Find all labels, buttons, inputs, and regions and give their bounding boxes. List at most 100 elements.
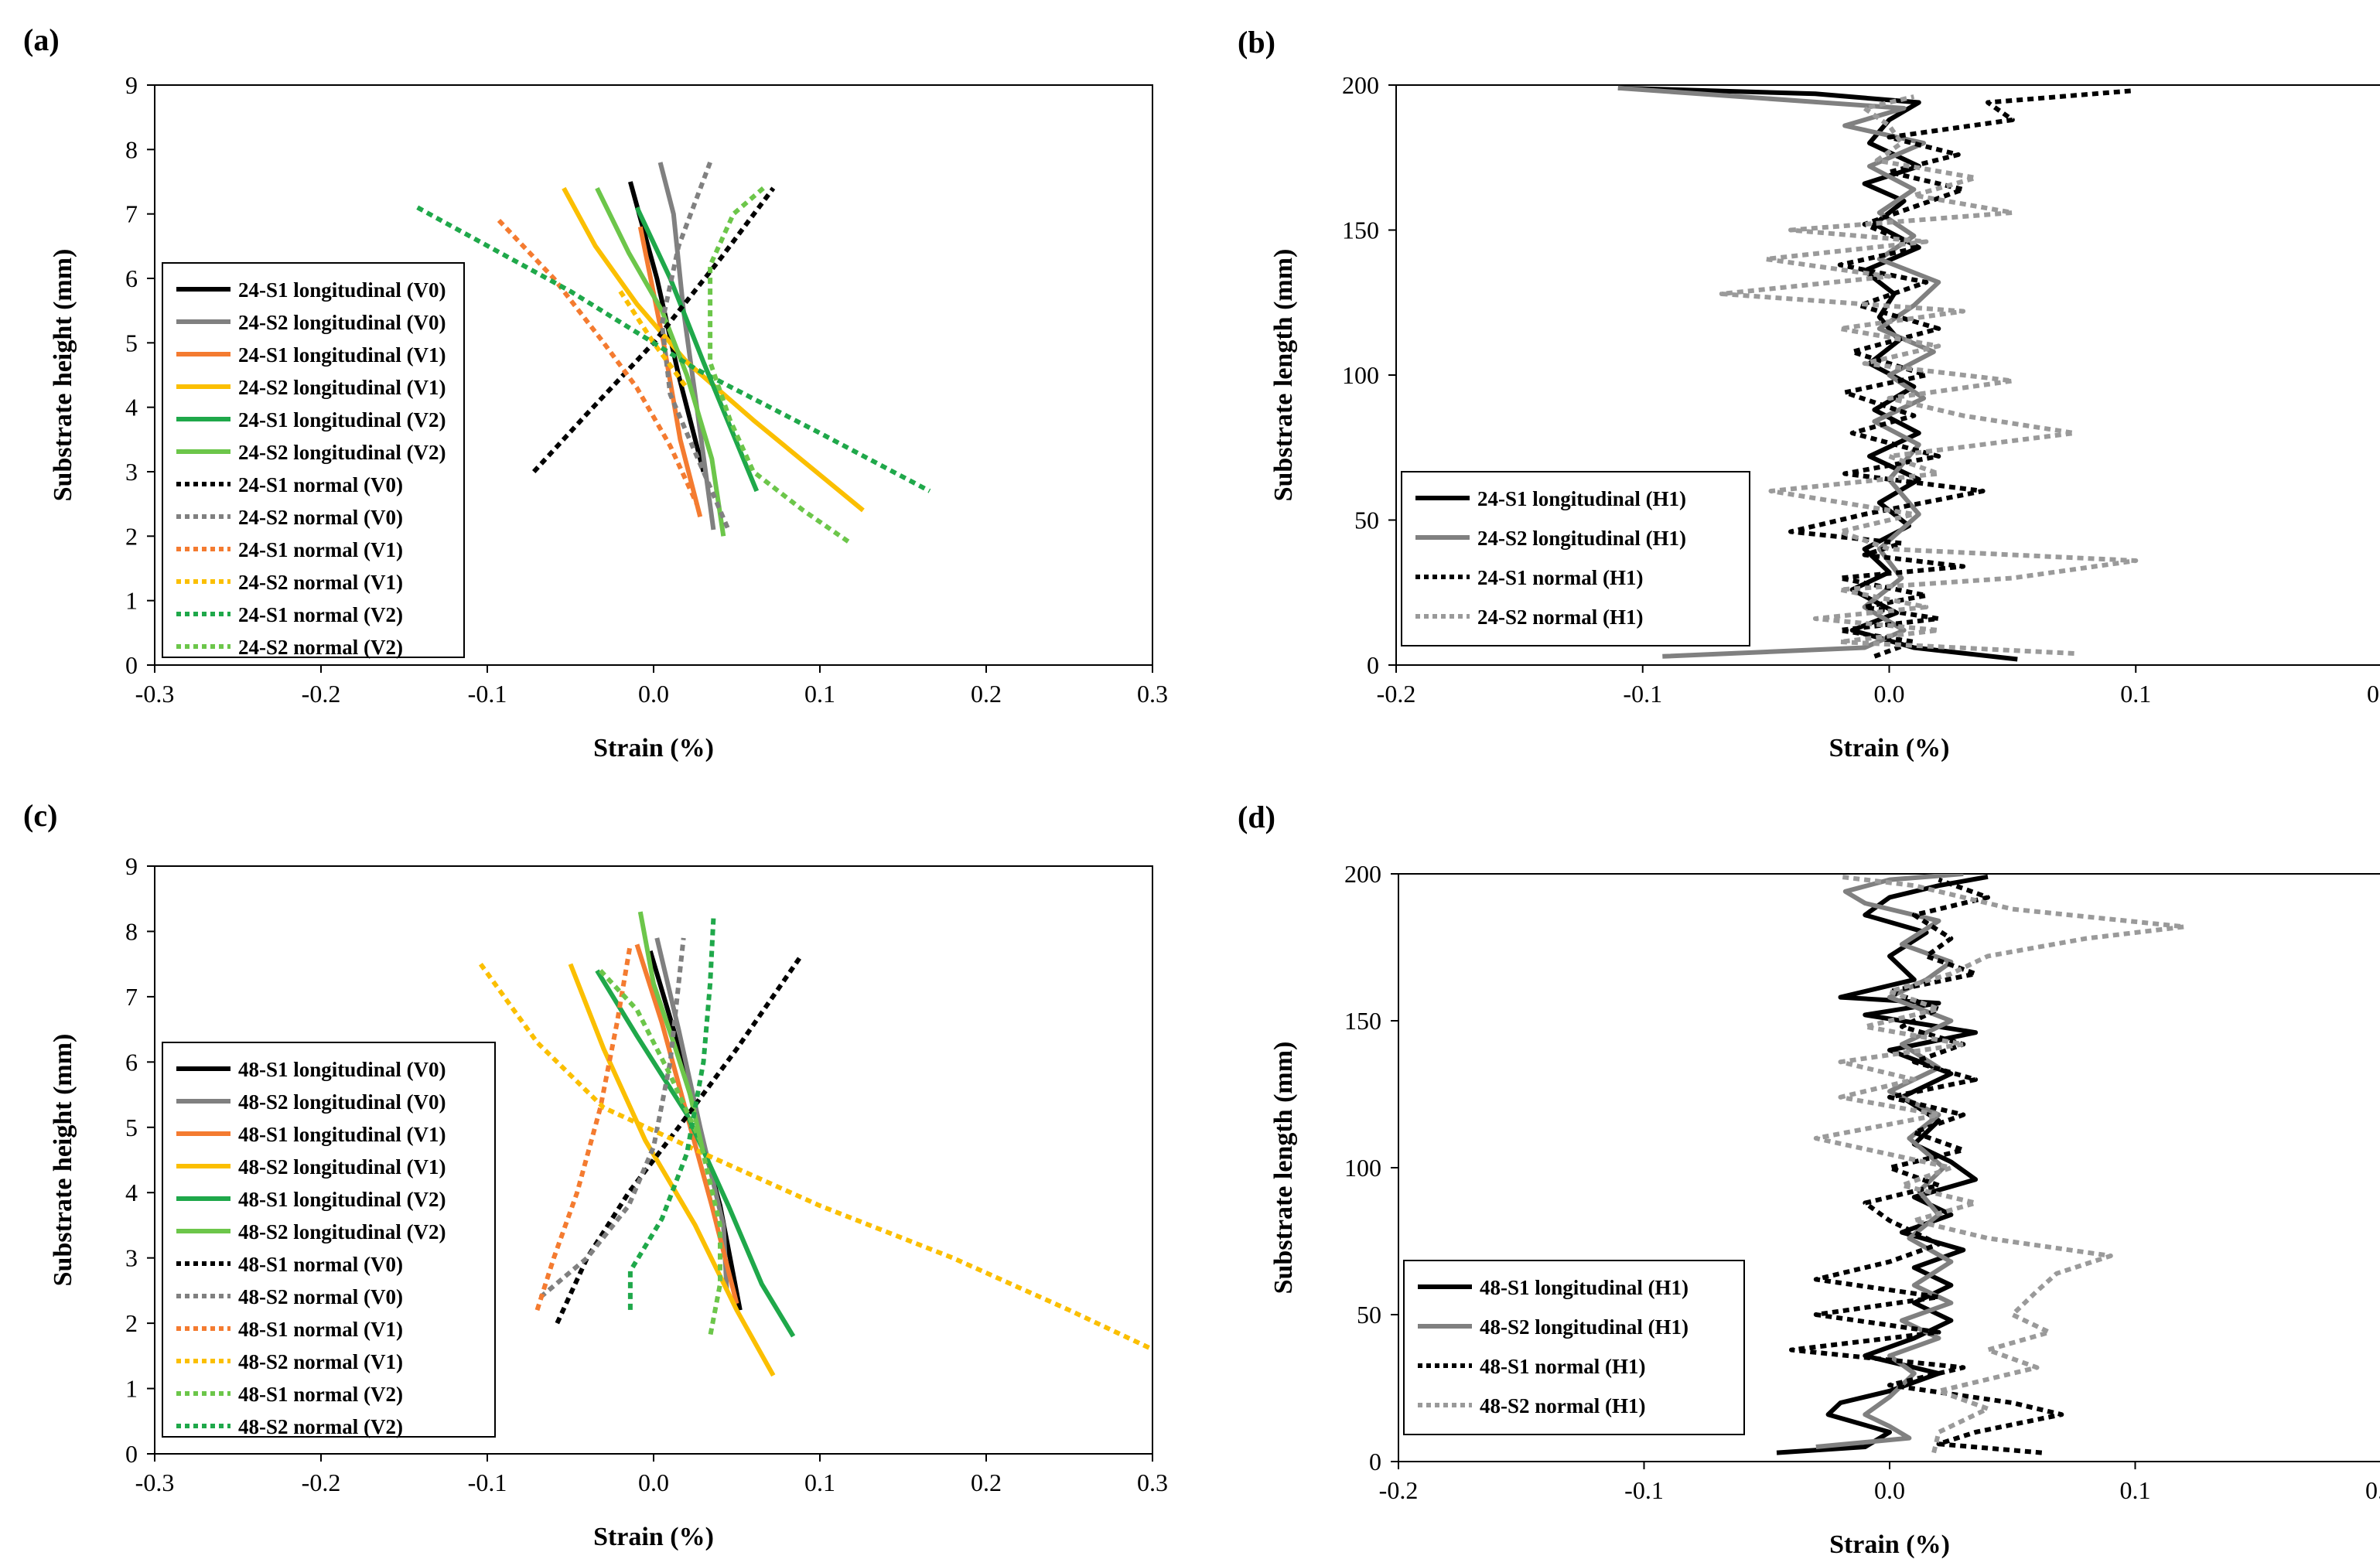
- chart-panel-4: (d) -0.2 -0.1 0.0 0.1 0.2 0 50 100 150 200 Strain (…: [1238, 800, 2380, 1559]
- y-tick-label: 5: [125, 1114, 138, 1141]
- legend-entry: 24-S1 longitudinal (H1): [1477, 487, 1686, 510]
- y-axis-label: Substrate length (mm): [1269, 249, 1298, 502]
- series-line: [497, 218, 699, 505]
- legend-entry: 48-S2 longitudinal (H1): [1480, 1315, 1689, 1339]
- y-tick-label: 3: [125, 1244, 138, 1272]
- x-tick-label: 0.0: [1874, 1476, 1905, 1504]
- legend-entry: 24-S1 normal (H1): [1477, 566, 1643, 589]
- panel-label: (d): [1238, 800, 1275, 834]
- y-tick-label: 8: [125, 917, 138, 945]
- legend-entry: 24-S2 longitudinal (V0): [238, 311, 446, 334]
- series-line: [627, 918, 716, 1311]
- y-tick-label: 9: [125, 852, 138, 880]
- y-tick-label: 50: [1354, 507, 1379, 534]
- x-tick-label: -0.1: [1623, 680, 1662, 708]
- y-tick-label: 9: [125, 71, 138, 99]
- legend-entry: 48-S2 longitudinal (V0): [238, 1090, 446, 1114]
- y-tick-label: 100: [1342, 361, 1379, 389]
- y-tick-label: 6: [125, 264, 138, 292]
- y-tick-label: 200: [1342, 71, 1379, 99]
- legend-entry: 24-S1 longitudinal (V2): [238, 408, 446, 432]
- legend-entry: 24-S2 normal (V1): [238, 571, 403, 594]
- y-tick-label: 3: [125, 458, 138, 486]
- y-axis-label: Substrate height (mm): [49, 249, 77, 502]
- series-line: [416, 205, 931, 493]
- x-tick-label: 0.0: [1874, 680, 1905, 708]
- series-line: [1617, 85, 2018, 662]
- y-tick-label: 2: [125, 522, 138, 550]
- y-tick-label: 2: [125, 1309, 138, 1337]
- y-tick-label: 8: [125, 135, 138, 163]
- x-tick-label: 0.1: [804, 680, 835, 708]
- y-tick-label: 7: [125, 983, 138, 1011]
- legend-entry: 24-S2 longitudinal (H1): [1477, 527, 1686, 550]
- x-tick-label: -0.2: [1377, 680, 1416, 708]
- legend-entry: 48-S2 normal (V0): [238, 1285, 403, 1308]
- y-tick-label: 4: [125, 1179, 138, 1206]
- legend-entry: 48-S1 longitudinal (V2): [238, 1188, 446, 1211]
- y-tick-label: 0: [125, 651, 138, 679]
- y-axis-label: Substrate height (mm): [49, 1034, 77, 1287]
- x-tick-label: -0.1: [468, 1469, 507, 1496]
- x-tick-label: -0.3: [135, 680, 175, 708]
- legend-entry: 48-S1 longitudinal (H1): [1480, 1276, 1689, 1299]
- legend-entry: 48-S2 longitudinal (V1): [238, 1155, 446, 1179]
- series-line: [478, 962, 1152, 1352]
- legend-entry: 24-S1 normal (V1): [238, 538, 403, 561]
- series-line: [595, 186, 726, 537]
- series-line: [1813, 874, 2187, 1454]
- x-tick-label: -0.1: [1624, 1476, 1664, 1504]
- x-tick-label: -0.3: [135, 1469, 175, 1496]
- legend-entry: 24-S1 longitudinal (V1): [238, 343, 446, 367]
- legend-entry: 48-S1 longitudinal (V0): [238, 1058, 446, 1081]
- x-axis-label: Strain (%): [1829, 1530, 1950, 1559]
- y-axis-label: Substrate length (mm): [1269, 1042, 1298, 1295]
- series-line: [708, 186, 852, 545]
- panel-label: (c): [23, 798, 57, 833]
- y-tick-label: 7: [125, 200, 138, 228]
- y-tick-label: 1: [125, 1375, 138, 1403]
- legend-box: [162, 262, 465, 658]
- series-group: [1617, 85, 2139, 662]
- series-group: [416, 161, 931, 545]
- series-line: [637, 226, 703, 518]
- series-line: [568, 963, 776, 1377]
- x-tick-label: 0.2: [971, 1469, 1002, 1496]
- series-line: [1719, 94, 2139, 656]
- y-tick-label: 4: [125, 394, 138, 421]
- legend-entry: 24-S2 normal (V2): [238, 636, 403, 659]
- legend-entry: 24-S1 longitudinal (V0): [238, 278, 446, 302]
- legend-entry: 24-S2 normal (H1): [1477, 606, 1643, 629]
- series-line: [531, 186, 776, 474]
- series-line: [634, 943, 739, 1305]
- legend-entry: 48-S2 normal (V1): [238, 1350, 403, 1373]
- legend-entry: 24-S2 normal (V0): [238, 506, 403, 529]
- series-line: [1789, 877, 2064, 1455]
- legend-entry: 24-S1 normal (V0): [238, 473, 403, 496]
- x-tick-label: 0.2: [2367, 680, 2380, 708]
- series-line: [555, 956, 802, 1325]
- chart-panel-3: (c) -0.3 -0.2 -0.1 0.0 0.1 0.2 0.3 0 1 2 3 4 5 6 7 8 9 Str…: [23, 798, 1168, 1551]
- y-tick-label: 0: [1367, 651, 1379, 679]
- x-tick-label: 0.0: [638, 680, 669, 708]
- x-tick-label: 0.1: [2120, 680, 2151, 708]
- y-tick-label: 5: [125, 329, 138, 356]
- x-tick-label: 0.3: [1137, 680, 1168, 708]
- y-tick-label: 1: [125, 587, 138, 615]
- x-axis-label: Strain (%): [1829, 734, 1950, 762]
- legend-entry: 48-S2 normal (H1): [1480, 1394, 1645, 1417]
- x-tick-label: 0.2: [971, 680, 1002, 708]
- y-tick-label: 150: [1342, 217, 1379, 244]
- y-tick-label: 0: [1369, 1448, 1381, 1475]
- x-tick-label: -0.2: [1379, 1476, 1419, 1504]
- series-line: [595, 969, 796, 1338]
- panel-label: (b): [1238, 25, 1275, 60]
- y-tick-label: 200: [1344, 860, 1381, 888]
- x-tick-label: 0.0: [638, 1469, 669, 1496]
- series-line: [599, 969, 722, 1337]
- series-line: [1788, 88, 2132, 659]
- x-tick-label: 0.3: [1137, 1469, 1168, 1496]
- x-tick-label: -0.2: [302, 680, 341, 708]
- panel-label: (a): [23, 22, 60, 57]
